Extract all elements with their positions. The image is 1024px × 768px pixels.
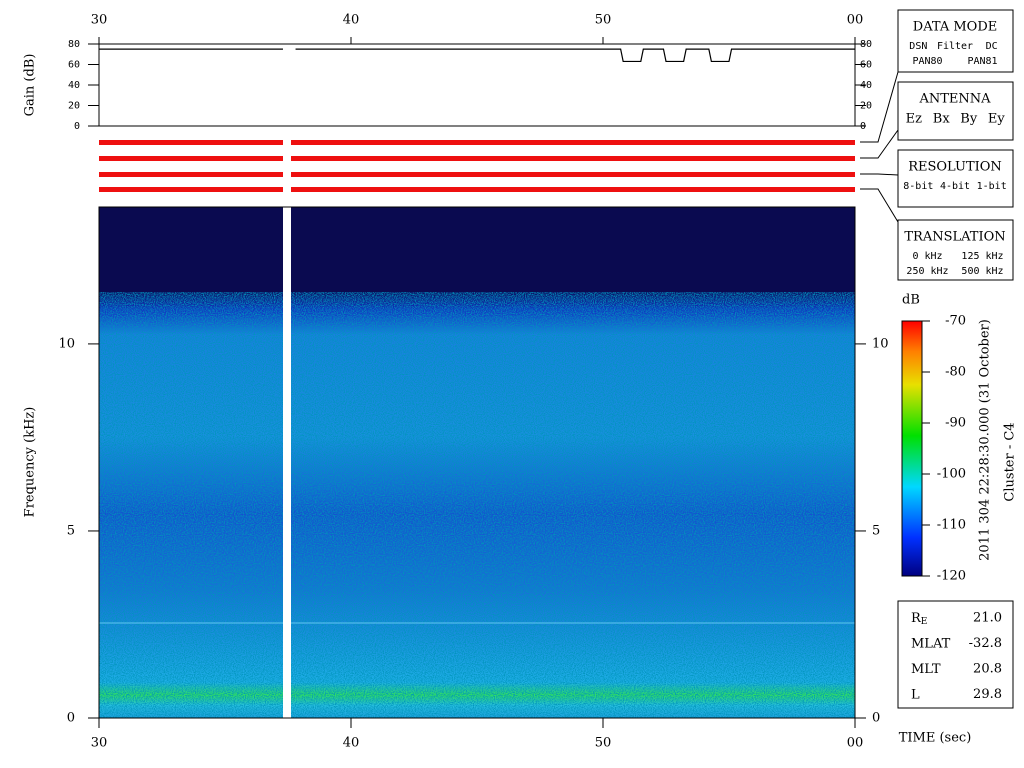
position-label: L (911, 687, 920, 702)
legend-item: 1-bit (977, 181, 1007, 192)
spectrogram-image (98, 206, 856, 719)
colorbar-tick-label: -100 (937, 467, 966, 482)
position-label: MLT (911, 662, 941, 677)
legend-connectors (860, 71, 899, 223)
status-bars (99, 140, 855, 192)
colorbar-tick-label: -110 (937, 518, 966, 533)
legend-item: DSN (909, 41, 927, 52)
position-label-text: MLAT (911, 636, 951, 651)
y-tick-label: 0 (872, 711, 880, 726)
y-axis-label: Gain (dB) (23, 54, 38, 117)
position-label-sub: E (921, 617, 928, 627)
legend-item: 4-bit (940, 181, 970, 192)
gain-frame (98, 43, 856, 127)
legend-item: Bx (933, 112, 951, 127)
legend-title: DATA MODE (913, 20, 997, 35)
legend-title: RESOLUTION (908, 160, 1002, 175)
x-tick-label: 40 (343, 736, 360, 751)
position-label-text: R (911, 611, 922, 626)
position-value: 29.8 (973, 687, 1002, 702)
position-value: 21.0 (973, 611, 1002, 626)
y-tick-label: 10 (872, 336, 889, 351)
legend-item: By (960, 112, 978, 127)
side-text: Cluster - C4 (1003, 422, 1018, 501)
colorbar-tick-label: -120 (937, 569, 966, 584)
y-tick-label: 80 (860, 39, 872, 50)
position-value: -32.8 (969, 636, 1002, 651)
legend-item: PAN81 (967, 56, 997, 67)
colorbar (901, 320, 923, 577)
legend-item: 125 kHz (961, 251, 1003, 262)
legend-item: Ez (906, 112, 922, 127)
y-tick-label: 0 (67, 711, 75, 726)
legend-title: ANTENNA (918, 92, 991, 107)
y-tick-label: 5 (872, 523, 880, 538)
y-tick-label: 40 (68, 80, 80, 91)
legend-box (897, 149, 1014, 208)
x-tick-label: 00 (847, 13, 864, 28)
position-label-text: L (911, 687, 920, 702)
position-label: RE (911, 611, 927, 627)
legend-item: 500 kHz (961, 266, 1003, 277)
gain-line (99, 48, 855, 63)
y-axis-label: Frequency (kHz) (23, 407, 38, 518)
legend-item: 250 kHz (906, 266, 948, 277)
x-tick-label: 50 (595, 736, 612, 751)
legend-item: Filter (937, 41, 973, 52)
colorbar-tick-label: -90 (945, 416, 966, 431)
position-label: MLAT (911, 636, 951, 651)
legend-box (897, 9, 1014, 73)
legend-item: DC (986, 41, 998, 52)
position-value: 20.8 (973, 662, 1002, 677)
y-tick-label: 80 (68, 39, 80, 50)
y-tick-label: 60 (860, 60, 872, 71)
legend-item: 8-bit (903, 181, 933, 192)
legend-item: PAN80 (912, 56, 942, 67)
x-tick-label: 50 (595, 13, 612, 28)
y-tick-label: 0 (74, 121, 80, 132)
position-label-text: MLT (911, 662, 941, 677)
legend-box (897, 219, 1014, 281)
x-axis-label: TIME (sec) (899, 731, 972, 746)
y-tick-label: 10 (58, 336, 75, 351)
x-tick-label: 00 (847, 736, 864, 751)
colorbar-tick-label: -70 (945, 314, 966, 329)
y-tick-label: 60 (68, 60, 80, 71)
x-tick-label: 30 (91, 736, 108, 751)
legend-item: Ey (988, 112, 1005, 127)
x-tick-label: 30 (91, 13, 108, 28)
colorbar-label: dB (902, 293, 920, 308)
y-tick-label: 5 (67, 523, 75, 538)
legend-title: TRANSLATION (904, 230, 1005, 245)
legend-box (897, 81, 1014, 141)
y-tick-label: 40 (860, 80, 872, 91)
y-tick-label: 20 (68, 101, 80, 112)
position-box (897, 600, 1014, 709)
colorbar-tick-label: -80 (945, 365, 966, 380)
side-text: 2011 304 22:28:30.000 (31 October) (978, 319, 993, 561)
y-tick-label: 20 (860, 101, 872, 112)
legend-item: 0 kHz (912, 251, 942, 262)
x-tick-label: 40 (343, 13, 360, 28)
